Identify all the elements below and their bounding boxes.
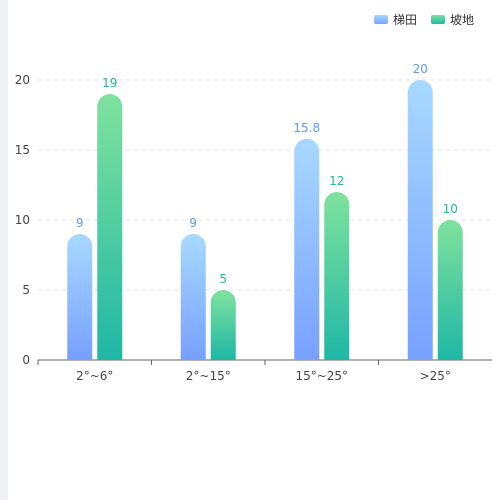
data-label: 20 [413, 62, 428, 76]
bar-slope [324, 191, 350, 360]
data-label: 12 [329, 174, 344, 188]
y-tick-label: 5 [22, 283, 30, 297]
y-tick-label: 0 [22, 353, 30, 367]
data-label: 9 [189, 216, 197, 230]
bar-layer [67, 79, 463, 360]
data-label: 15.8 [293, 121, 320, 135]
legend-swatch-terraced [373, 15, 388, 24]
data-label: 5 [219, 272, 227, 286]
side-strip [0, 0, 8, 500]
legend-item-slope[interactable]: 坡地 [430, 11, 474, 28]
data-label: 10 [443, 202, 458, 216]
legend-item-terraced[interactable]: 梯田 [373, 11, 417, 28]
legend-label-terraced: 梯田 [392, 13, 417, 27]
bar-slope [97, 93, 123, 360]
bar-slope [437, 220, 463, 360]
y-tick-label: 20 [15, 73, 30, 87]
x-tick-label: 2°~15° [186, 369, 231, 383]
x-tick-label: >25° [420, 369, 451, 383]
x-tick-label: 15°~25° [295, 369, 348, 383]
label-layer: 0 5 10 15 20 2°~6° 9 19 2°~15° 9 5 15°~25° 15.8 12 >25… [15, 62, 458, 383]
data-label: 9 [76, 216, 84, 230]
legend-swatch-slope [430, 15, 445, 24]
data-label: 19 [102, 76, 117, 90]
y-tick-label: 10 [15, 213, 30, 227]
x-tick-label: 2°~6° [76, 369, 113, 383]
bar-terraced [180, 234, 206, 360]
bar-terraced [294, 138, 320, 360]
legend-label-slope: 坡地 [449, 13, 474, 27]
bar-terraced [407, 79, 433, 360]
bar-terraced [67, 234, 93, 360]
legend: 梯田 坡地 [373, 11, 474, 28]
bar-slope [210, 290, 236, 360]
y-tick-label: 15 [15, 143, 30, 157]
